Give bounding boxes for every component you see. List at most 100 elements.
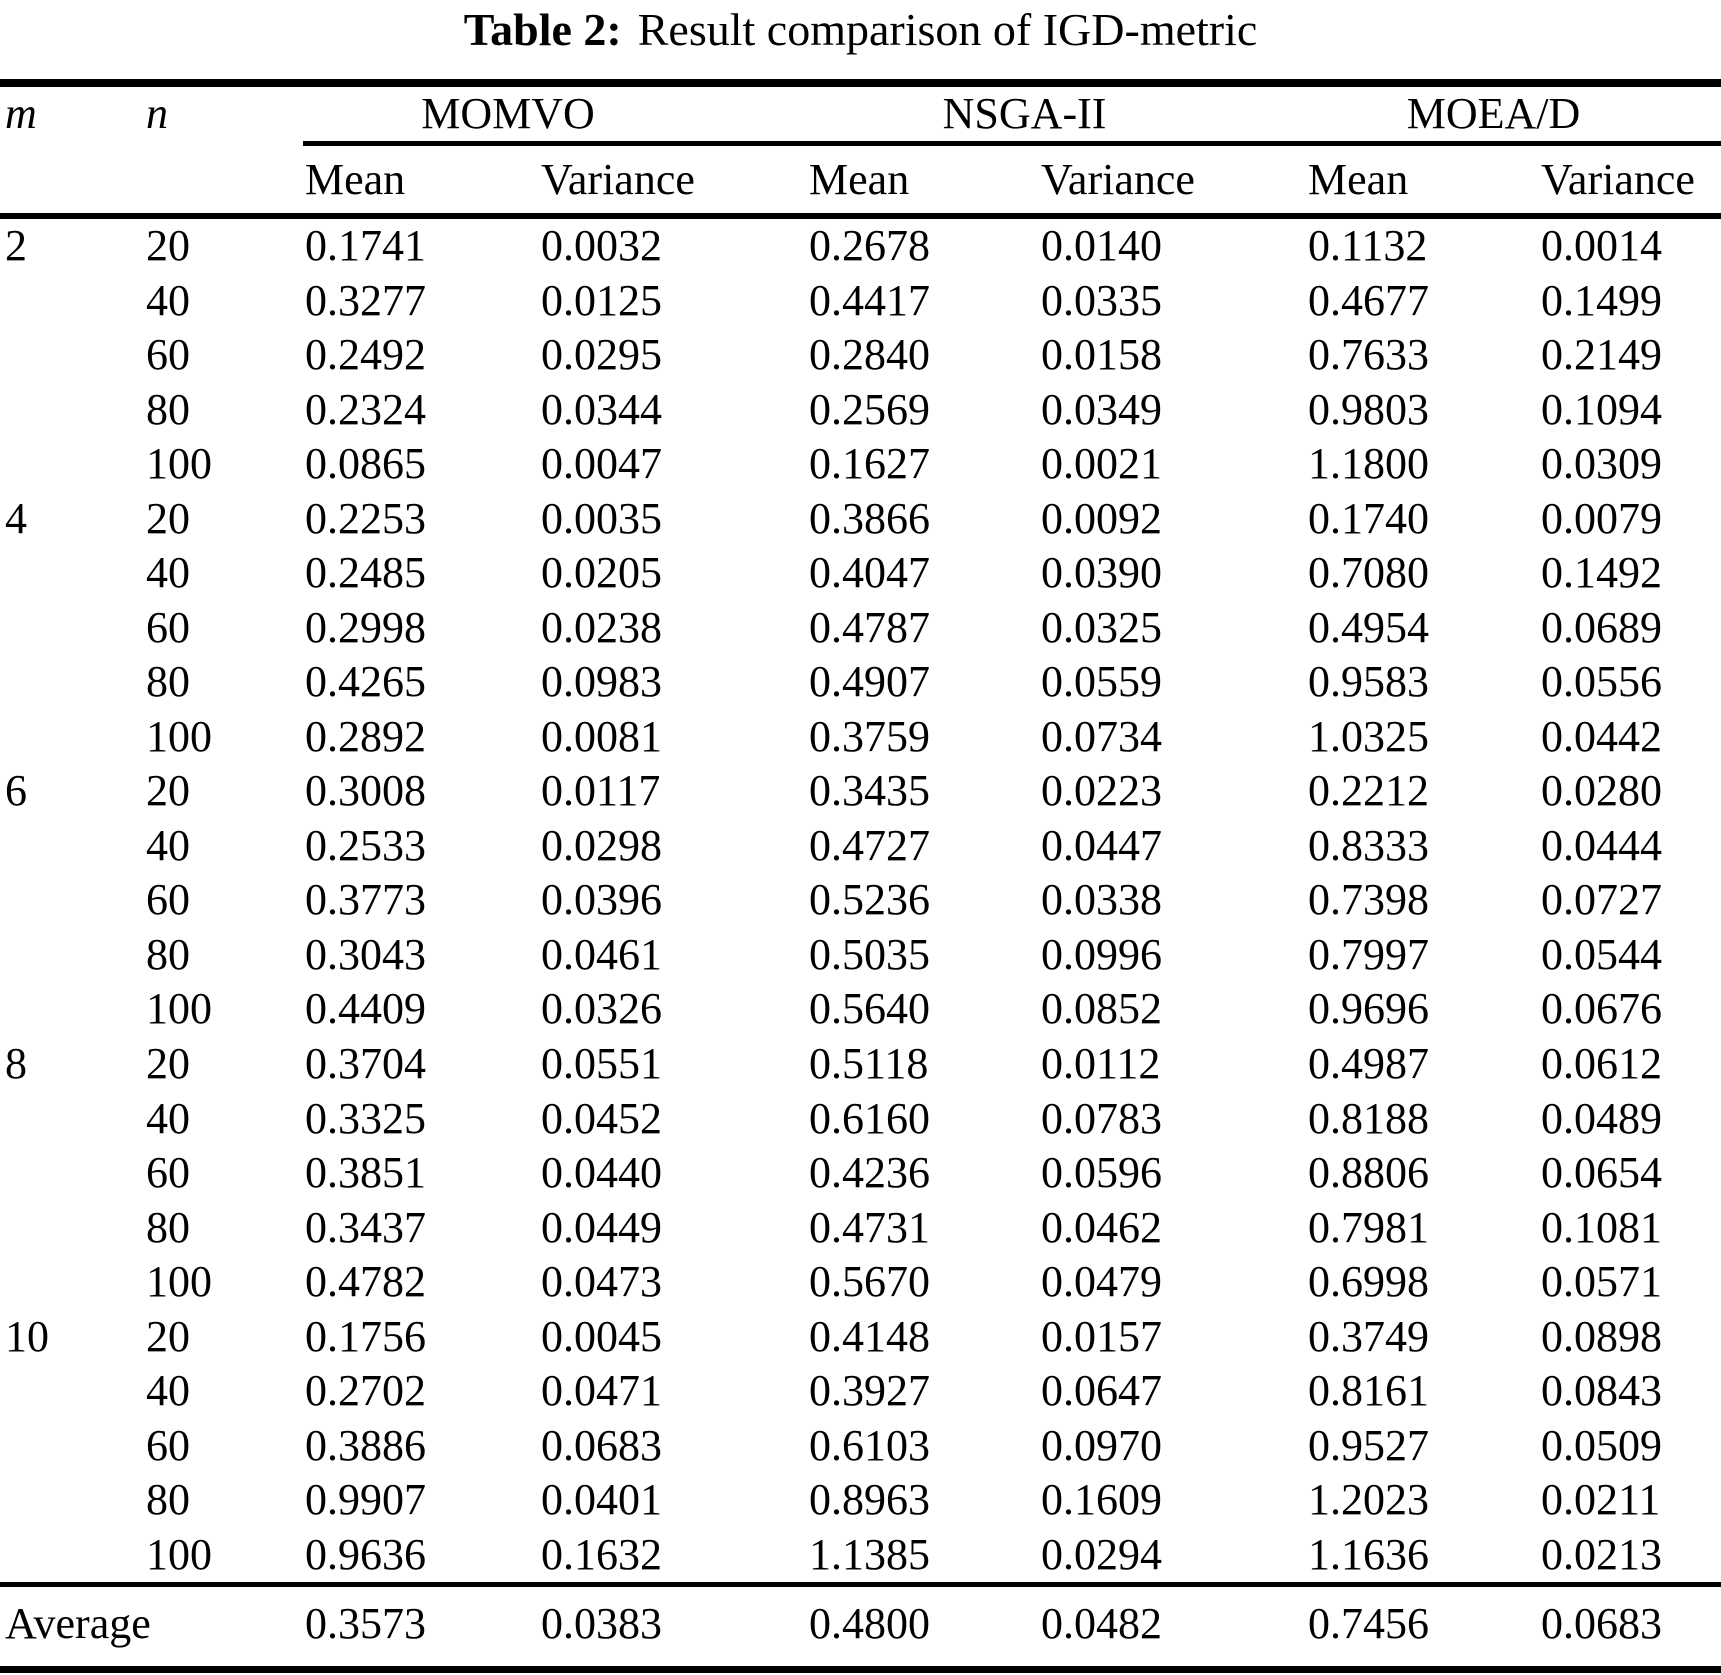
n-cell: 80 [146, 384, 190, 434]
table-row: 6 20 0.3008 0.0117 0.3435 0.0223 0.2212 0.0280 [0, 764, 1721, 819]
mean-cell: 0.8333 [1308, 820, 1430, 870]
top-rule [0, 79, 1721, 87]
n-cell: 100 [146, 984, 212, 1034]
table-footer: Average 0.3573 0.0383 0.4800 0.0482 0.74… [0, 1582, 1721, 1666]
variance-cell: 0.0783 [1041, 1093, 1163, 1143]
variance-cell: 0.0676 [1541, 984, 1663, 1034]
variance-cell: 0.0556 [1541, 657, 1663, 707]
mean-cell: 0.3704 [305, 1038, 426, 1088]
table-row: 40 0.2485 0.0205 0.4047 0.0390 0.7080 0.1492 [0, 546, 1721, 601]
n-cell: 60 [146, 875, 190, 925]
n-cell: 40 [146, 548, 190, 598]
n-cell: 20 [146, 493, 190, 543]
m-cell [0, 1418, 146, 1473]
group-header-nsga2: NSGA-II [942, 89, 1107, 138]
variance-cell: 0.0473 [541, 1257, 662, 1307]
variance-cell: 0.0326 [541, 984, 662, 1034]
variance-cell: 0.1499 [1541, 275, 1663, 325]
variance-cell: 0.0158 [1041, 330, 1163, 380]
mean-cell: 0.2212 [1308, 766, 1430, 816]
mean-cell: 0.9803 [1308, 384, 1430, 434]
variance-cell: 0.0647 [1041, 1366, 1163, 1416]
mean-cell: 0.7997 [1308, 929, 1430, 979]
mean-cell: 1.1385 [809, 1529, 931, 1579]
mean-cell: 0.3773 [305, 875, 426, 925]
variance-cell: 0.1609 [1041, 1475, 1163, 1525]
mean-cell: 0.2998 [305, 602, 426, 652]
mean-cell: 0.9696 [1308, 984, 1430, 1034]
mean-cell: 0.5035 [809, 929, 931, 979]
variance-cell: 0.0223 [1041, 766, 1163, 816]
variance-cell: 0.1094 [1541, 384, 1663, 434]
variance-cell: 0.0571 [1541, 1257, 1663, 1307]
table-row: 80 0.3437 0.0449 0.4731 0.0462 0.7981 0.1081 [0, 1200, 1721, 1255]
variance-cell: 0.0471 [541, 1366, 662, 1416]
mean-cell: 0.6998 [1308, 1257, 1430, 1307]
variance-cell: 0.0157 [1041, 1311, 1163, 1361]
table-caption-label: Table 2: [463, 4, 622, 55]
mean-cell: 0.6103 [809, 1420, 931, 1470]
mean-cell: 0.3437 [305, 1202, 426, 1252]
variance-cell: 0.0440 [541, 1148, 662, 1198]
m-cell [0, 1255, 146, 1310]
m-cell [0, 1146, 146, 1201]
group-header-row: m n MOMVO NSGA-II MOEA/D [0, 87, 1721, 141]
variance-cell: 0.0125 [541, 275, 662, 325]
n-cell: 40 [146, 1093, 190, 1143]
variance-cell: 0.0280 [1541, 766, 1663, 816]
mean-cell: 0.2533 [305, 820, 426, 870]
mean-cell: 0.2324 [305, 384, 426, 434]
variance-cell: 0.0489 [1541, 1093, 1663, 1143]
table-body: 2 20 0.1741 0.0032 0.2678 0.0140 0.1132 0.0014 4… [0, 219, 1721, 1582]
mean-cell: 0.2678 [809, 221, 931, 271]
m-cell [0, 1364, 146, 1419]
mean-cell: 0.1132 [1308, 221, 1428, 271]
variance-cell: 0.0047 [541, 439, 662, 489]
average-value: 0.0482 [1041, 1598, 1163, 1648]
mean-cell: 0.9907 [305, 1475, 426, 1525]
mean-cell: 0.9583 [1308, 657, 1430, 707]
table-row: 40 0.3325 0.0452 0.6160 0.0783 0.8188 0.0489 [0, 1091, 1721, 1146]
mean-cell: 0.8963 [809, 1475, 931, 1525]
n-cell: 80 [146, 657, 190, 707]
table-row: 80 0.9907 0.0401 0.8963 0.1609 1.2023 0.0211 [0, 1473, 1721, 1528]
mean-cell: 0.1741 [305, 221, 426, 271]
variance-cell: 0.0447 [1041, 820, 1163, 870]
mean-cell: 0.1756 [305, 1311, 426, 1361]
mean-cell: 1.1636 [1308, 1529, 1430, 1579]
variance-cell: 0.0309 [1541, 439, 1663, 489]
variance-cell: 0.0338 [1041, 875, 1163, 925]
variance-cell: 0.0295 [541, 330, 662, 380]
mean-cell: 0.3749 [1308, 1311, 1430, 1361]
variance-cell: 0.0014 [1541, 221, 1663, 271]
table-caption: Table 2: Result comparison of IGD-metric [0, 4, 1721, 57]
mean-cell: 0.4727 [809, 820, 931, 870]
m-cell: 2 [5, 221, 27, 271]
variance-cell: 0.0689 [1541, 602, 1663, 652]
table-row: 100 0.4409 0.0326 0.5640 0.0852 0.9696 0.0676 [0, 982, 1721, 1037]
sub-header-momvo-mean: Mean [305, 155, 406, 204]
variance-cell: 0.0081 [541, 711, 662, 761]
mean-cell: 0.0865 [305, 439, 426, 489]
n-cell: 100 [146, 1257, 212, 1307]
mean-cell: 0.7080 [1308, 548, 1430, 598]
mean-cell: 0.3277 [305, 275, 426, 325]
m-cell: 8 [5, 1038, 27, 1088]
table-row: 60 0.2492 0.0295 0.2840 0.0158 0.7633 0.2149 [0, 328, 1721, 383]
variance-cell: 0.0335 [1041, 275, 1163, 325]
table-row: 100 0.2892 0.0081 0.3759 0.0734 1.0325 0.0442 [0, 710, 1721, 765]
n-cell: 100 [146, 439, 212, 489]
variance-cell: 0.0462 [1041, 1202, 1163, 1252]
table-row: 80 0.2324 0.0344 0.2569 0.0349 0.9803 0.1094 [0, 383, 1721, 438]
average-value: 0.3573 [305, 1598, 426, 1648]
empty-cell [0, 141, 146, 219]
variance-cell: 0.0349 [1041, 384, 1163, 434]
variance-cell: 0.0509 [1541, 1420, 1663, 1470]
table-row: 100 0.0865 0.0047 0.1627 0.0021 1.1800 0.0309 [0, 437, 1721, 492]
mean-cell: 0.2253 [305, 493, 426, 543]
table-row: 60 0.3886 0.0683 0.6103 0.0970 0.9527 0.0509 [0, 1418, 1721, 1473]
mean-cell: 0.4677 [1308, 275, 1430, 325]
mean-cell: 0.3886 [305, 1420, 426, 1470]
mean-cell: 0.3927 [809, 1366, 931, 1416]
mean-cell: 0.2485 [305, 548, 426, 598]
